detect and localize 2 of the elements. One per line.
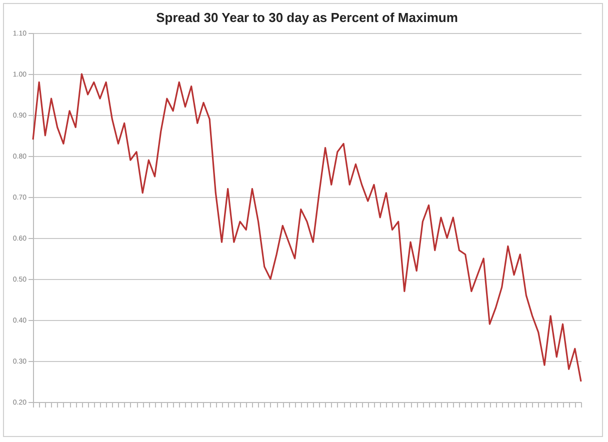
line-series <box>32 73 582 382</box>
chart-title: Spread 30 Year to 30 day as Percent of Maximum <box>156 10 458 25</box>
